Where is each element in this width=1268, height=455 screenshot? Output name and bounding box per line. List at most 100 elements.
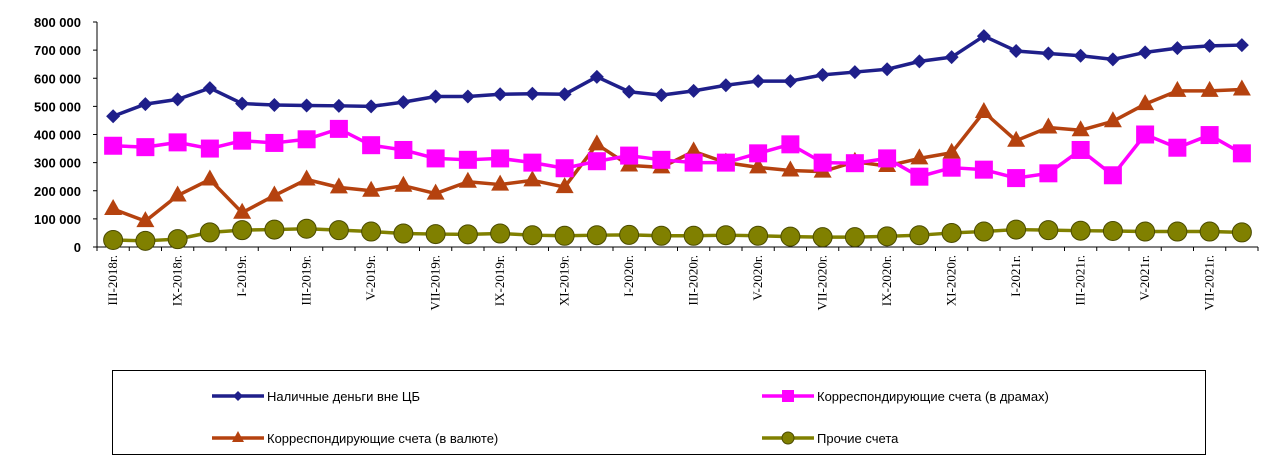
data-point <box>136 211 155 228</box>
data-point <box>296 218 317 239</box>
data-point <box>1103 166 1122 185</box>
x-tick-label: III-2021г. <box>1073 255 1088 305</box>
data-point <box>1007 169 1026 188</box>
data-point <box>458 150 477 169</box>
x-tick-label: XI-2020г. <box>944 255 959 306</box>
data-point <box>1234 38 1249 53</box>
data-point <box>428 89 443 104</box>
data-point <box>844 227 865 248</box>
data-point <box>783 74 798 89</box>
data-point <box>878 149 897 168</box>
data-point <box>1009 43 1024 58</box>
data-point <box>1135 221 1156 242</box>
data-point <box>1200 80 1219 97</box>
data-point <box>232 220 253 241</box>
data-point <box>619 224 640 245</box>
data-point <box>491 174 510 191</box>
data-point <box>200 169 219 186</box>
data-point <box>781 135 800 154</box>
data-point <box>652 150 671 169</box>
x-tick-label: I-2021г. <box>1008 255 1023 297</box>
data-point <box>199 222 220 243</box>
data-point <box>620 146 639 165</box>
data-point <box>683 225 704 246</box>
x-tick-label: VII-2020г. <box>815 255 830 311</box>
data-point <box>812 227 833 248</box>
series-4 <box>103 218 1252 251</box>
data-point <box>104 136 123 155</box>
x-tick-label: VII-2021г. <box>1202 255 1217 311</box>
data-point <box>749 157 768 174</box>
data-point <box>329 177 348 194</box>
y-tick-label: 500 000 <box>34 99 81 114</box>
data-point <box>396 95 411 110</box>
data-point <box>942 158 961 177</box>
data-point <box>361 221 382 242</box>
x-tick-label: III-2020г. <box>686 255 701 305</box>
data-point <box>974 160 993 179</box>
data-point <box>1041 46 1056 61</box>
data-point <box>684 141 703 158</box>
y-tick-label: 200 000 <box>34 184 81 199</box>
data-point <box>394 175 413 192</box>
legend-marker <box>233 391 243 401</box>
x-tick-label: IX-2019г. <box>492 255 507 306</box>
data-point <box>1006 219 1027 240</box>
data-point <box>493 87 508 102</box>
legend-label: Корреспондирующие счета (в драмах) <box>817 389 1049 404</box>
data-point <box>329 119 348 138</box>
data-point <box>813 153 832 172</box>
data-point <box>877 226 898 247</box>
data-point <box>168 133 187 152</box>
plot-area <box>103 29 1252 251</box>
data-point <box>1071 140 1090 159</box>
legend-box <box>112 370 1206 455</box>
data-point <box>299 98 314 113</box>
data-point <box>1073 48 1088 63</box>
data-point <box>686 83 701 98</box>
data-point <box>523 153 542 172</box>
data-point <box>1168 80 1187 97</box>
data-point <box>265 133 284 152</box>
y-axis: 0 100 000 200 000 300 000 400 000 500 000 600 … <box>34 15 98 255</box>
data-point <box>364 99 379 114</box>
y-tick-label: 100 000 <box>34 212 81 227</box>
data-point <box>103 229 124 250</box>
data-point <box>1038 220 1059 241</box>
data-point <box>362 180 381 197</box>
data-point <box>780 226 801 247</box>
data-point <box>1199 221 1220 242</box>
data-point <box>587 134 606 151</box>
data-point <box>941 222 962 243</box>
data-point <box>684 153 703 172</box>
y-tick-label: 300 000 <box>34 156 81 171</box>
legend-item: Корреспондирующие счета (в драмах) <box>762 389 1049 404</box>
data-point <box>944 50 959 65</box>
data-point <box>1039 164 1058 183</box>
x-tick-label: IX-2018г. <box>170 255 185 306</box>
legend-marker <box>782 390 794 402</box>
data-point <box>1232 79 1251 96</box>
data-point <box>1138 45 1153 60</box>
data-point <box>233 131 252 150</box>
data-point <box>136 138 155 157</box>
y-tick-label: 400 000 <box>34 128 81 143</box>
y-tick-label: 700 000 <box>34 43 81 58</box>
data-point <box>106 109 121 124</box>
data-point <box>362 136 381 155</box>
x-tick-label: XI-2019г. <box>557 255 572 306</box>
data-point <box>1202 38 1217 53</box>
data-point <box>425 224 446 245</box>
data-point <box>654 88 669 103</box>
data-point <box>522 225 543 246</box>
data-point <box>426 183 445 200</box>
data-point <box>523 170 542 187</box>
data-point <box>557 87 572 102</box>
data-point <box>265 185 284 202</box>
data-point <box>138 97 153 112</box>
x-tick-label: III-2018г. <box>105 255 120 305</box>
data-point <box>170 92 185 107</box>
data-point <box>974 102 993 118</box>
data-point <box>555 177 574 194</box>
